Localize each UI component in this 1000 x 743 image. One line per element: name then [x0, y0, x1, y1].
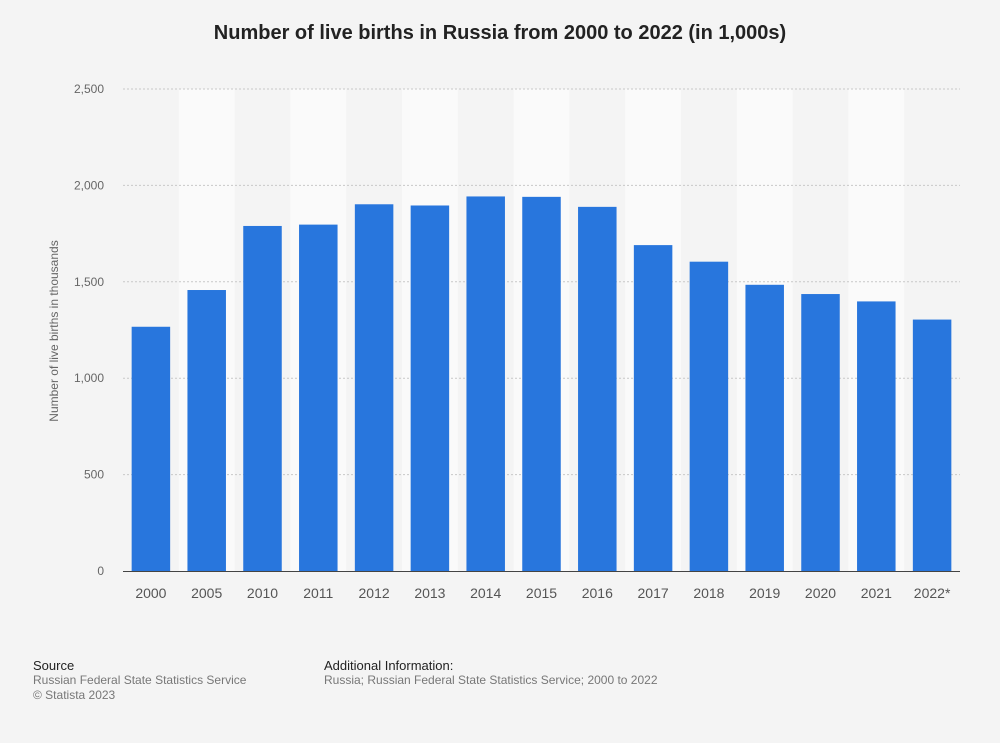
additional-info-block: Additional Information: Russia; Russian …: [324, 658, 658, 688]
bars: [131, 196, 952, 572]
bar: [912, 319, 952, 571]
x-tick-label: 2012: [359, 585, 390, 601]
bar-chart: 0 500 1,000 1,500 2,000 2,500 2000 2005 2010 201…: [47, 82, 960, 601]
y-tick-label: 2,500: [74, 82, 104, 96]
bar: [689, 261, 729, 571]
chart-title: Number of live births in Russia from 200…: [213, 22, 787, 44]
x-tick-label: 2018: [693, 585, 724, 601]
bar: [131, 326, 171, 571]
bar: [857, 301, 896, 571]
x-tick-label: 2015: [526, 585, 557, 601]
source-block: Source Russian Federal State Statistics …: [33, 658, 246, 703]
bar: [243, 225, 282, 571]
bar: [410, 205, 450, 572]
x-tick-label: 2016: [582, 585, 613, 601]
bar: [633, 245, 673, 571]
y-axis-ticks: 0 500 1,000 1,500 2,000 2,500: [74, 82, 104, 578]
bar: [299, 224, 338, 571]
bar: [466, 196, 505, 571]
y-tick-label: 500: [84, 468, 104, 482]
x-tick-label: 2005: [191, 585, 222, 601]
x-tick-label: 2017: [638, 585, 669, 601]
x-tick-label: 2011: [303, 585, 333, 601]
x-tick-label: 2014: [470, 585, 501, 601]
source-heading: Source: [33, 658, 75, 673]
x-tick-label: 2022*: [914, 585, 951, 601]
additional-info-heading: Additional Information:: [324, 658, 454, 673]
x-tick-label: 2021: [861, 585, 892, 601]
additional-info-text: Russia; Russian Federal State Statistics…: [324, 673, 658, 687]
y-tick-label: 1,500: [74, 275, 104, 289]
x-axis-ticks: 2000 2005 2010 2011 2012 2013 2014 2015 2016 2017…: [135, 585, 951, 601]
copyright-text: © Statista 2023: [33, 688, 116, 702]
bar: [801, 294, 840, 571]
x-tick-label: 2020: [805, 585, 836, 601]
source-text[interactable]: Russian Federal State Statistics Service: [33, 673, 247, 687]
bar: [522, 196, 561, 571]
y-tick-label: 1,000: [74, 371, 104, 385]
bar: [354, 204, 394, 571]
bar: [187, 290, 226, 571]
bar: [578, 206, 617, 571]
x-tick-label: 2019: [749, 585, 780, 601]
bar: [745, 284, 784, 571]
x-tick-label: 2013: [414, 585, 445, 601]
x-tick-label: 2000: [135, 585, 166, 601]
y-tick-label: 0: [97, 564, 104, 578]
y-tick-label: 2,000: [74, 178, 104, 192]
x-tick-label: 2010: [247, 585, 278, 601]
y-axis-label: Number of live births in thousands: [47, 240, 61, 421]
